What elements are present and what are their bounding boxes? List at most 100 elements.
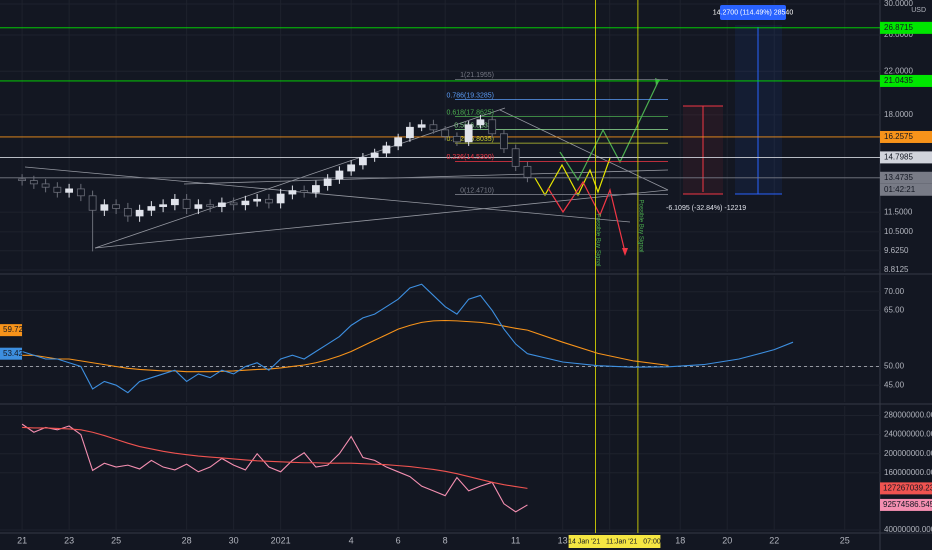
projection-path bbox=[534, 157, 611, 197]
fib-label: 0.5(16.8333) bbox=[454, 122, 494, 129]
y-tick-label: 65.00 bbox=[884, 306, 905, 315]
fib-label: 0.236(14.5300) bbox=[447, 154, 494, 161]
y-tick-label: 200000000.0000 bbox=[884, 449, 932, 458]
last-value-label: 92574586.5452 bbox=[883, 500, 932, 509]
candle-body bbox=[29, 180, 38, 185]
candle-body bbox=[464, 124, 473, 143]
y-tick-label: 240000000.0000 bbox=[884, 430, 932, 439]
candle-body bbox=[194, 204, 203, 209]
y-tick-label: 18.0000 bbox=[884, 110, 913, 119]
candle-body bbox=[382, 145, 391, 154]
candle-body bbox=[241, 200, 250, 206]
y-tick-label: 9.6250 bbox=[884, 246, 909, 255]
trendline bbox=[94, 189, 669, 249]
x-tick-label: 21 bbox=[17, 535, 27, 545]
annotation: Possible Buy Signal bbox=[637, 199, 643, 252]
last-value-box bbox=[880, 498, 932, 511]
x-tick-label: 28 bbox=[182, 535, 192, 545]
drawings bbox=[24, 5, 786, 256]
candle-body bbox=[500, 133, 508, 150]
annotation: Possible Buy Signal bbox=[594, 213, 600, 266]
x-tick-label: 22 bbox=[769, 535, 779, 545]
annotation: 14.2700 (114.49%) 28540 bbox=[713, 9, 794, 16]
candle-body bbox=[76, 188, 85, 197]
candle-body bbox=[135, 209, 144, 217]
fib-label: 0.786(19.3285) bbox=[447, 92, 494, 99]
measure-label-box bbox=[720, 5, 786, 20]
x-tick-label: 8 bbox=[443, 535, 448, 545]
last-value-box bbox=[0, 324, 22, 337]
last-value-label: 127267039.2338 bbox=[883, 483, 932, 492]
series-line bbox=[527, 329, 669, 366]
price-label-box bbox=[880, 151, 932, 164]
candle-body bbox=[523, 165, 532, 178]
last-value-label: 53.42 bbox=[3, 349, 24, 358]
series-line bbox=[21, 283, 528, 394]
candle-body bbox=[88, 195, 97, 211]
last-value-box bbox=[880, 482, 932, 495]
fib-label: 0(12.4710) bbox=[460, 187, 494, 194]
x-tick-label: 6 bbox=[396, 535, 401, 545]
x-tick-label: 25 bbox=[111, 535, 121, 545]
annotation: -6.1095 (-32.84%) -12219 bbox=[666, 205, 746, 212]
candle-body bbox=[288, 190, 297, 195]
price-label: 21.0435 bbox=[884, 76, 913, 85]
candle-body bbox=[488, 119, 497, 135]
candle-body bbox=[100, 204, 109, 211]
marker-label: Jan '21 07:00 bbox=[615, 538, 661, 545]
y-tick-label: 8.8125 bbox=[884, 265, 909, 274]
marker-label-box bbox=[615, 535, 661, 548]
trendline bbox=[499, 109, 669, 191]
candle-body bbox=[217, 202, 226, 207]
candle-body bbox=[41, 183, 50, 188]
projection-path bbox=[559, 81, 659, 182]
candle-body bbox=[170, 198, 179, 206]
candle-body bbox=[476, 119, 485, 126]
candle-body bbox=[347, 164, 356, 172]
y-tick-label: 70.00 bbox=[884, 287, 905, 296]
candle-body bbox=[18, 178, 26, 181]
countdown-box bbox=[880, 183, 932, 196]
last-value-box bbox=[0, 347, 22, 360]
arrow-head bbox=[622, 248, 628, 256]
x-tick-label: 18 bbox=[675, 535, 685, 545]
price-label: 13.4735 bbox=[884, 173, 913, 182]
price-label: 14.7985 bbox=[884, 153, 913, 162]
candle-body bbox=[206, 204, 215, 207]
price-label: 26.8715 bbox=[884, 23, 913, 32]
grid bbox=[0, 0, 880, 531]
fib-label: 0.618(17.8625) bbox=[447, 109, 494, 116]
y-tick-label: 45.00 bbox=[884, 380, 905, 389]
series-line bbox=[527, 341, 794, 368]
candle-body bbox=[311, 185, 320, 193]
trendline bbox=[183, 169, 669, 185]
candle-body bbox=[453, 136, 461, 143]
x-tick-label: 20 bbox=[722, 535, 732, 545]
trendline bbox=[24, 166, 631, 223]
series-line bbox=[22, 319, 528, 373]
candle-body bbox=[417, 124, 426, 128]
candle-body bbox=[370, 152, 379, 158]
candle-body bbox=[359, 156, 367, 166]
candle-body bbox=[159, 204, 168, 207]
price-label: 16.2575 bbox=[884, 132, 913, 141]
y-tick-label: 30.0000 bbox=[884, 0, 913, 8]
currency: USD bbox=[911, 7, 926, 14]
x-tick-label: 4 bbox=[349, 535, 354, 545]
x-tick-label: 23 bbox=[64, 535, 74, 545]
x-tick-label: 2021 bbox=[271, 535, 291, 545]
fib-label: 1(21.1955) bbox=[460, 72, 494, 79]
candle-body bbox=[394, 137, 403, 147]
candle-body bbox=[406, 126, 414, 139]
candle-body bbox=[229, 202, 238, 206]
candle-body bbox=[53, 186, 62, 193]
price-label-box bbox=[880, 21, 932, 34]
candle-body bbox=[323, 178, 332, 186]
marker-label-box bbox=[568, 535, 623, 548]
arrow-head bbox=[655, 78, 660, 86]
y-tick-label: 11.5000 bbox=[884, 207, 913, 216]
candle-body bbox=[335, 170, 344, 180]
candle-body bbox=[147, 206, 156, 211]
series-line bbox=[21, 423, 528, 513]
